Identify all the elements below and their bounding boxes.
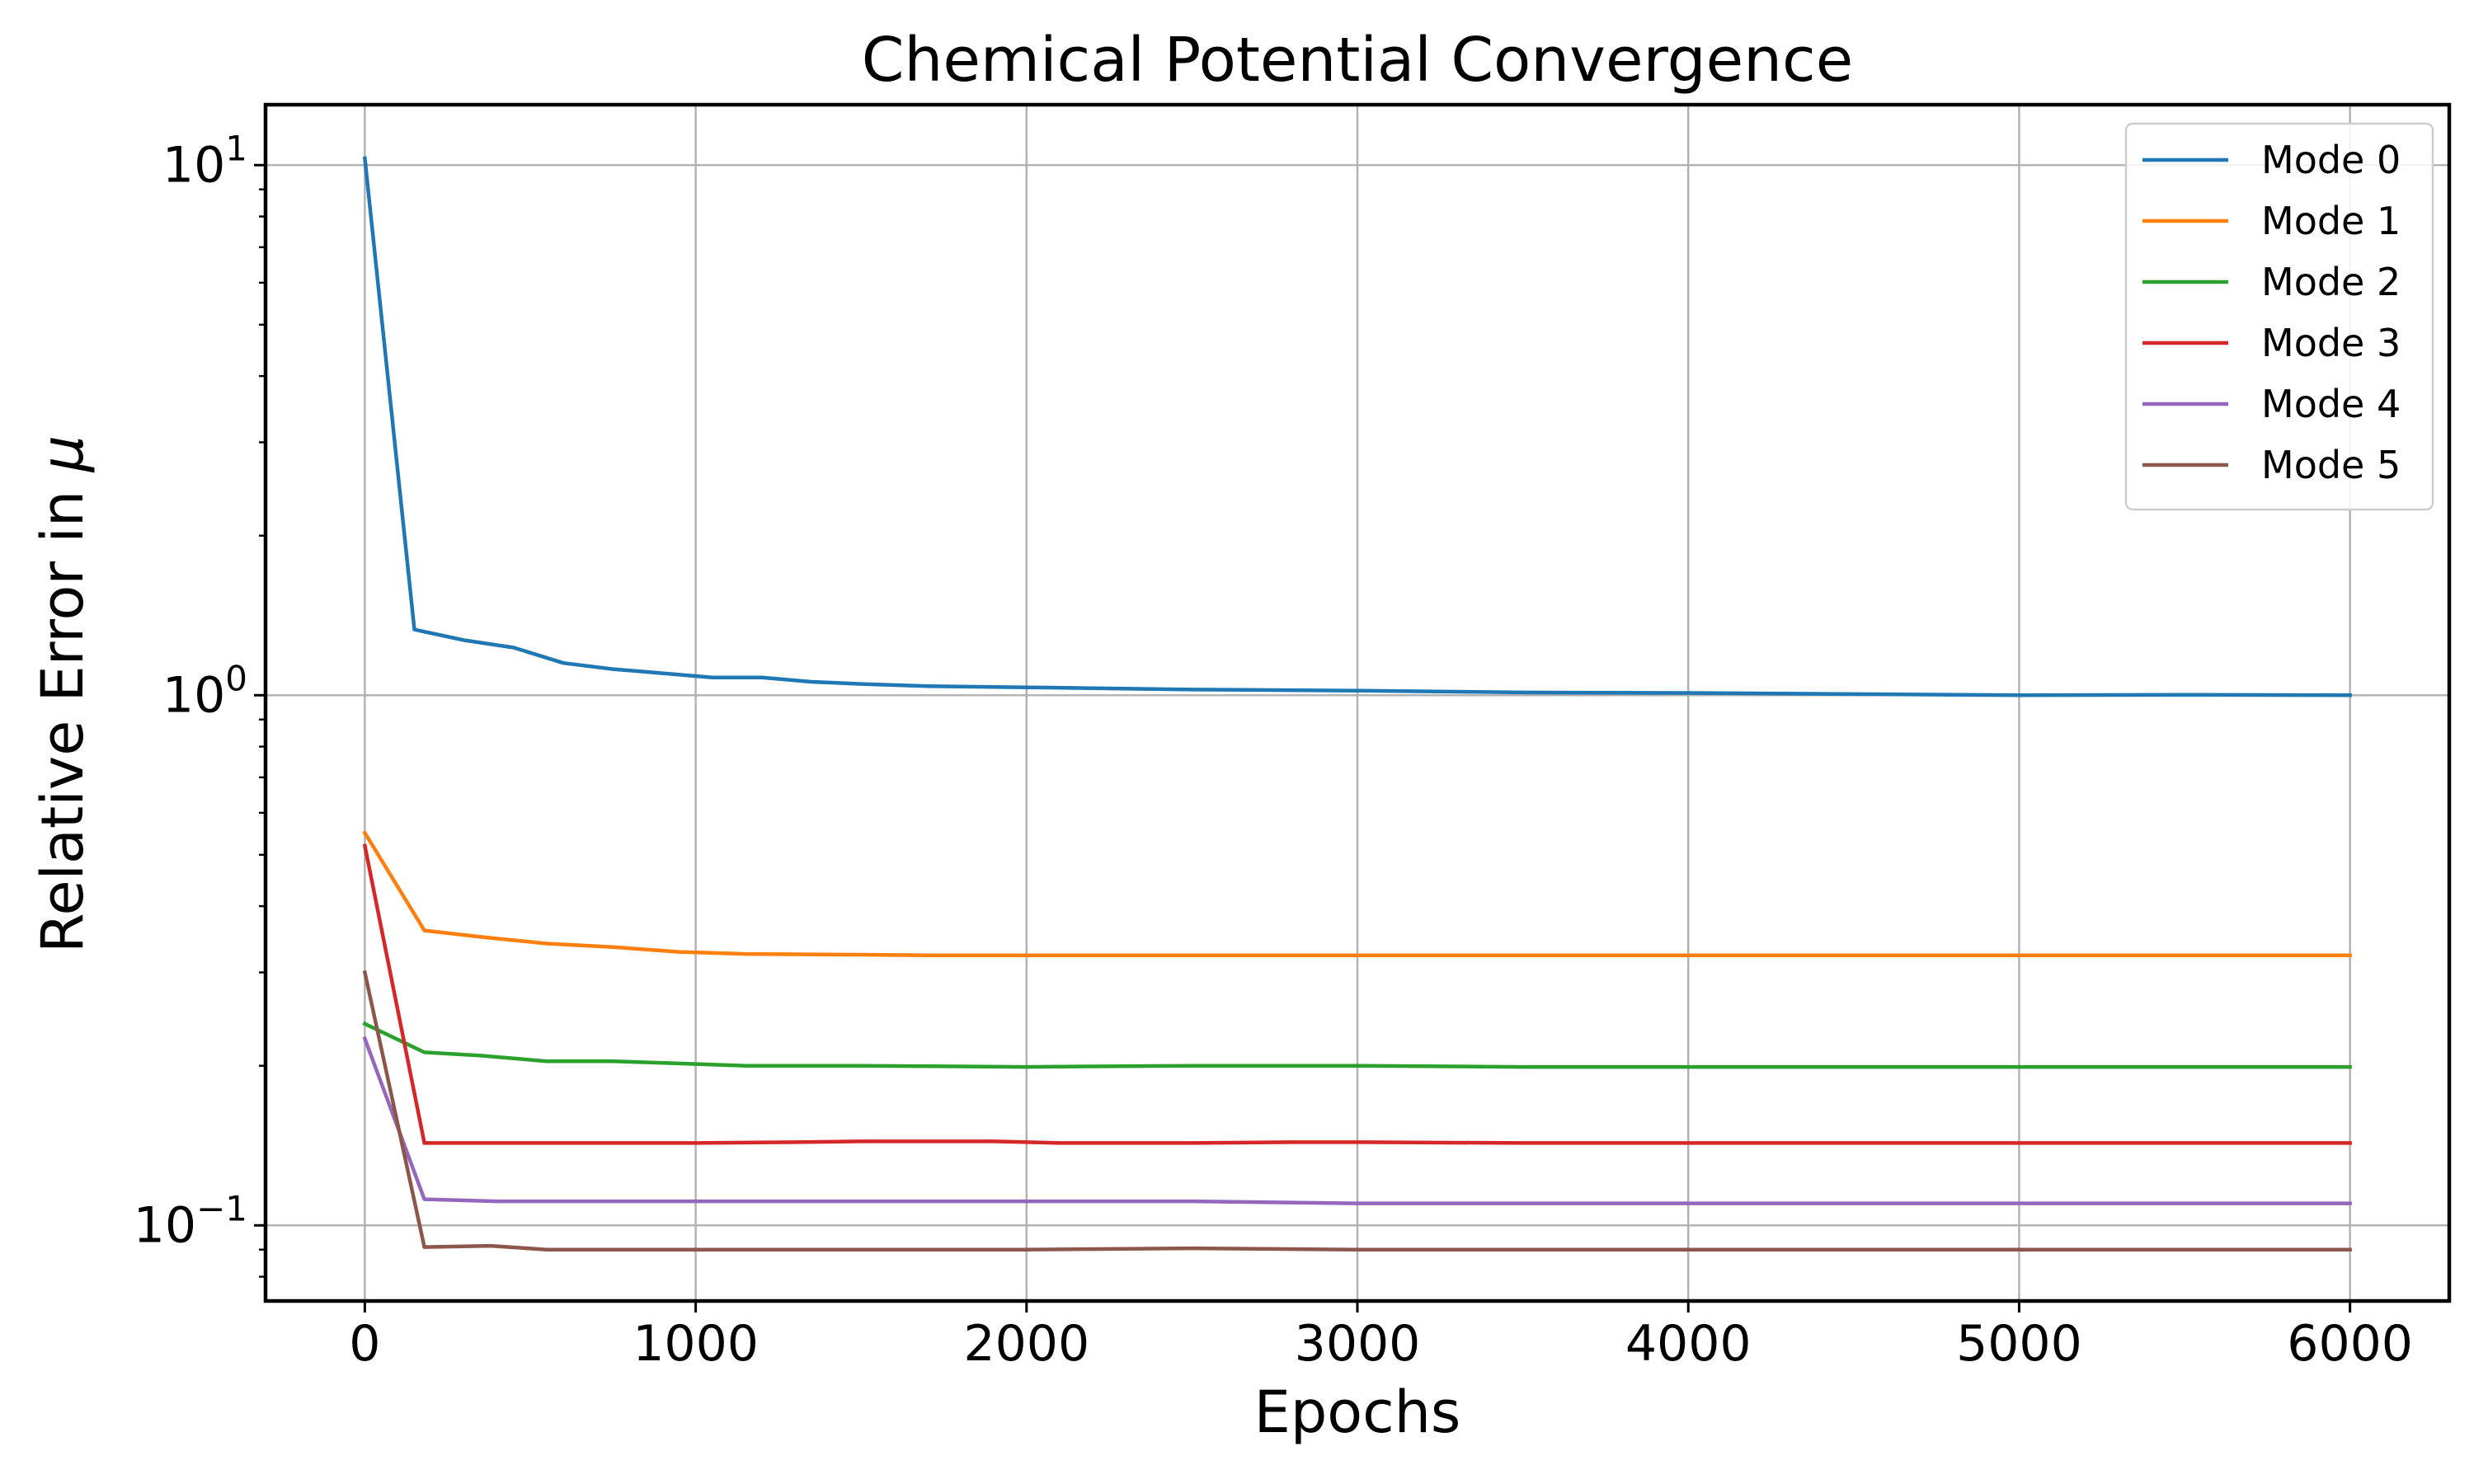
x-tick-label: 0 <box>349 1315 380 1373</box>
legend-label-mode-2: Mode 2 <box>2261 260 2401 304</box>
x-tick-label: 6000 <box>2287 1315 2413 1373</box>
y-tick-label: 10−1 <box>134 1188 247 1254</box>
y-tick-label: 101 <box>162 128 247 194</box>
legend-label-mode-4: Mode 4 <box>2261 382 2401 426</box>
x-axis-label: Epochs <box>1254 1378 1461 1446</box>
x-tick-label: 4000 <box>1625 1315 1752 1373</box>
legend-label-mode-1: Mode 1 <box>2261 199 2401 243</box>
y-axis: 10−1 100 101 <box>134 128 266 1278</box>
series-line-mode-1 <box>362 830 2352 958</box>
series-line-mode-2 <box>362 1021 2352 1069</box>
series-line-mode-4 <box>362 1036 2352 1205</box>
series-line-mode-3 <box>362 843 2352 1145</box>
legend-label-mode-0: Mode 0 <box>2261 138 2401 182</box>
legend: Mode 0 Mode 1 Mode 2 Mode 3 Mode 4 Mode 5 <box>2124 122 2434 511</box>
series-line-mode-0 <box>362 156 2352 697</box>
chart-title: Chemical Potential Convergence <box>862 25 1853 96</box>
x-tick-label: 2000 <box>963 1315 1089 1373</box>
y-tick-label: 100 <box>162 658 247 724</box>
legend-label-mode-5: Mode 5 <box>2261 443 2401 487</box>
y-axis-label: Relative Error in μ <box>29 435 96 953</box>
x-tick-label: 5000 <box>1956 1315 2082 1373</box>
x-axis: 0 1000 2000 3000 4000 5000 6000 <box>349 1301 2413 1373</box>
legend-label-mode-3: Mode 3 <box>2261 321 2401 365</box>
series-group <box>362 156 2352 1252</box>
x-tick-label: 1000 <box>633 1315 759 1373</box>
x-tick-label: 3000 <box>1295 1315 1421 1373</box>
series-line-mode-5 <box>362 970 2352 1252</box>
